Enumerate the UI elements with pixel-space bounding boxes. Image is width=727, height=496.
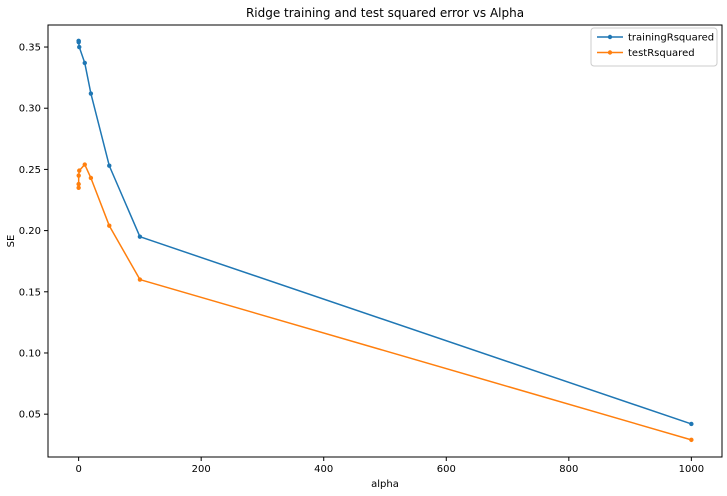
data-point-testRsquared [76, 173, 81, 178]
data-point-testRsquared [689, 437, 694, 443]
legend: trainingRsquared testRsquared [590, 27, 718, 67]
plot-area [76, 38, 694, 443]
data-point-testRsquared [82, 162, 87, 167]
chart-title: Ridge training and test squared error vs… [246, 6, 524, 20]
data-point-testRsquared [76, 185, 81, 190]
data-point-trainingRsquared [107, 163, 112, 168]
y-axis-title: SE [6, 235, 17, 248]
y-tick-label: 0.30 [19, 104, 41, 115]
y-axis: 0.05 0.10 0.15 0.20 0.25 0.30 0.35 [19, 43, 48, 421]
legend-marker-trainingRsquared [607, 34, 613, 40]
legend-label: trainingRsquared [628, 33, 714, 44]
data-point-testRsquared [107, 223, 112, 228]
data-point-trainingRsquared [76, 39, 81, 45]
x-tick-label: 400 [314, 464, 333, 475]
y-tick-label: 0.10 [19, 348, 41, 359]
legend-label: testRsquared [628, 48, 695, 59]
data-point-trainingRsquared [689, 421, 694, 427]
legend-marker-testRsquared [607, 50, 613, 55]
y-tick-label: 0.35 [19, 43, 41, 54]
y-tick-label: 0.15 [19, 287, 41, 298]
data-point-testRsquared [77, 168, 82, 173]
y-tick-label: 0.25 [19, 165, 41, 176]
x-tick-label: 200 [192, 464, 211, 475]
x-axis-title: alpha [371, 479, 399, 490]
data-point-trainingRsquared [77, 44, 82, 50]
x-tick-label: 800 [559, 464, 578, 475]
x-tick-label: 0 [75, 464, 81, 475]
y-tick-label: 0.20 [19, 226, 41, 237]
data-point-testRsquared [76, 181, 81, 187]
data-point-testRsquared [88, 175, 94, 181]
data-point-trainingRsquared [137, 234, 143, 239]
y-tick-label: 0.05 [19, 410, 41, 421]
axes-frame [47, 24, 723, 458]
x-axis: 0 200 400 600 800 1000 [75, 457, 704, 475]
x-tick-label: 600 [437, 464, 456, 475]
data-point-trainingRsquared [82, 60, 87, 66]
data-point-testRsquared [137, 277, 143, 282]
data-point-trainingRsquared [88, 91, 94, 96]
x-tick-label: 1000 [679, 464, 704, 475]
